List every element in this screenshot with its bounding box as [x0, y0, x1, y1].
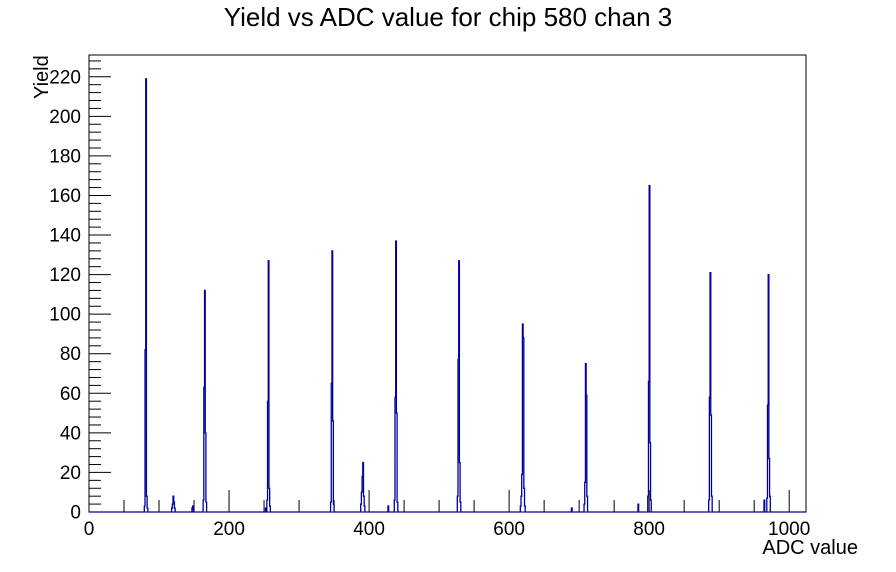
svg-text:60: 60: [60, 384, 81, 405]
svg-text:80: 80: [60, 344, 81, 365]
svg-text:120: 120: [49, 265, 81, 286]
chart-title: Yield vs ADC value for chip 580 chan 3: [223, 2, 673, 32]
svg-text:1000: 1000: [768, 519, 810, 540]
svg-text:600: 600: [493, 519, 525, 540]
svg-text:0: 0: [84, 519, 95, 540]
svg-text:200: 200: [49, 107, 81, 128]
plot-frame: [88, 54, 807, 513]
svg-text:800: 800: [633, 519, 665, 540]
svg-text:400: 400: [353, 519, 385, 540]
svg-text:220: 220: [49, 67, 81, 88]
histogram-series: [89, 78, 806, 513]
svg-text:200: 200: [213, 519, 245, 540]
x-axis-title: ADC value: [762, 537, 858, 559]
axis-tick-labels: 0 200 400 600 800 1000 0 20 40 60 80 100 120 140 160 18…: [49, 67, 810, 540]
svg-text:180: 180: [49, 146, 81, 167]
svg-text:100: 100: [49, 305, 81, 326]
svg-text:160: 160: [49, 186, 81, 207]
axis-ticks: [88, 60, 790, 513]
svg-text:140: 140: [49, 226, 81, 247]
svg-text:0: 0: [70, 503, 81, 524]
svg-text:40: 40: [60, 423, 81, 444]
svg-text:20: 20: [60, 463, 81, 484]
